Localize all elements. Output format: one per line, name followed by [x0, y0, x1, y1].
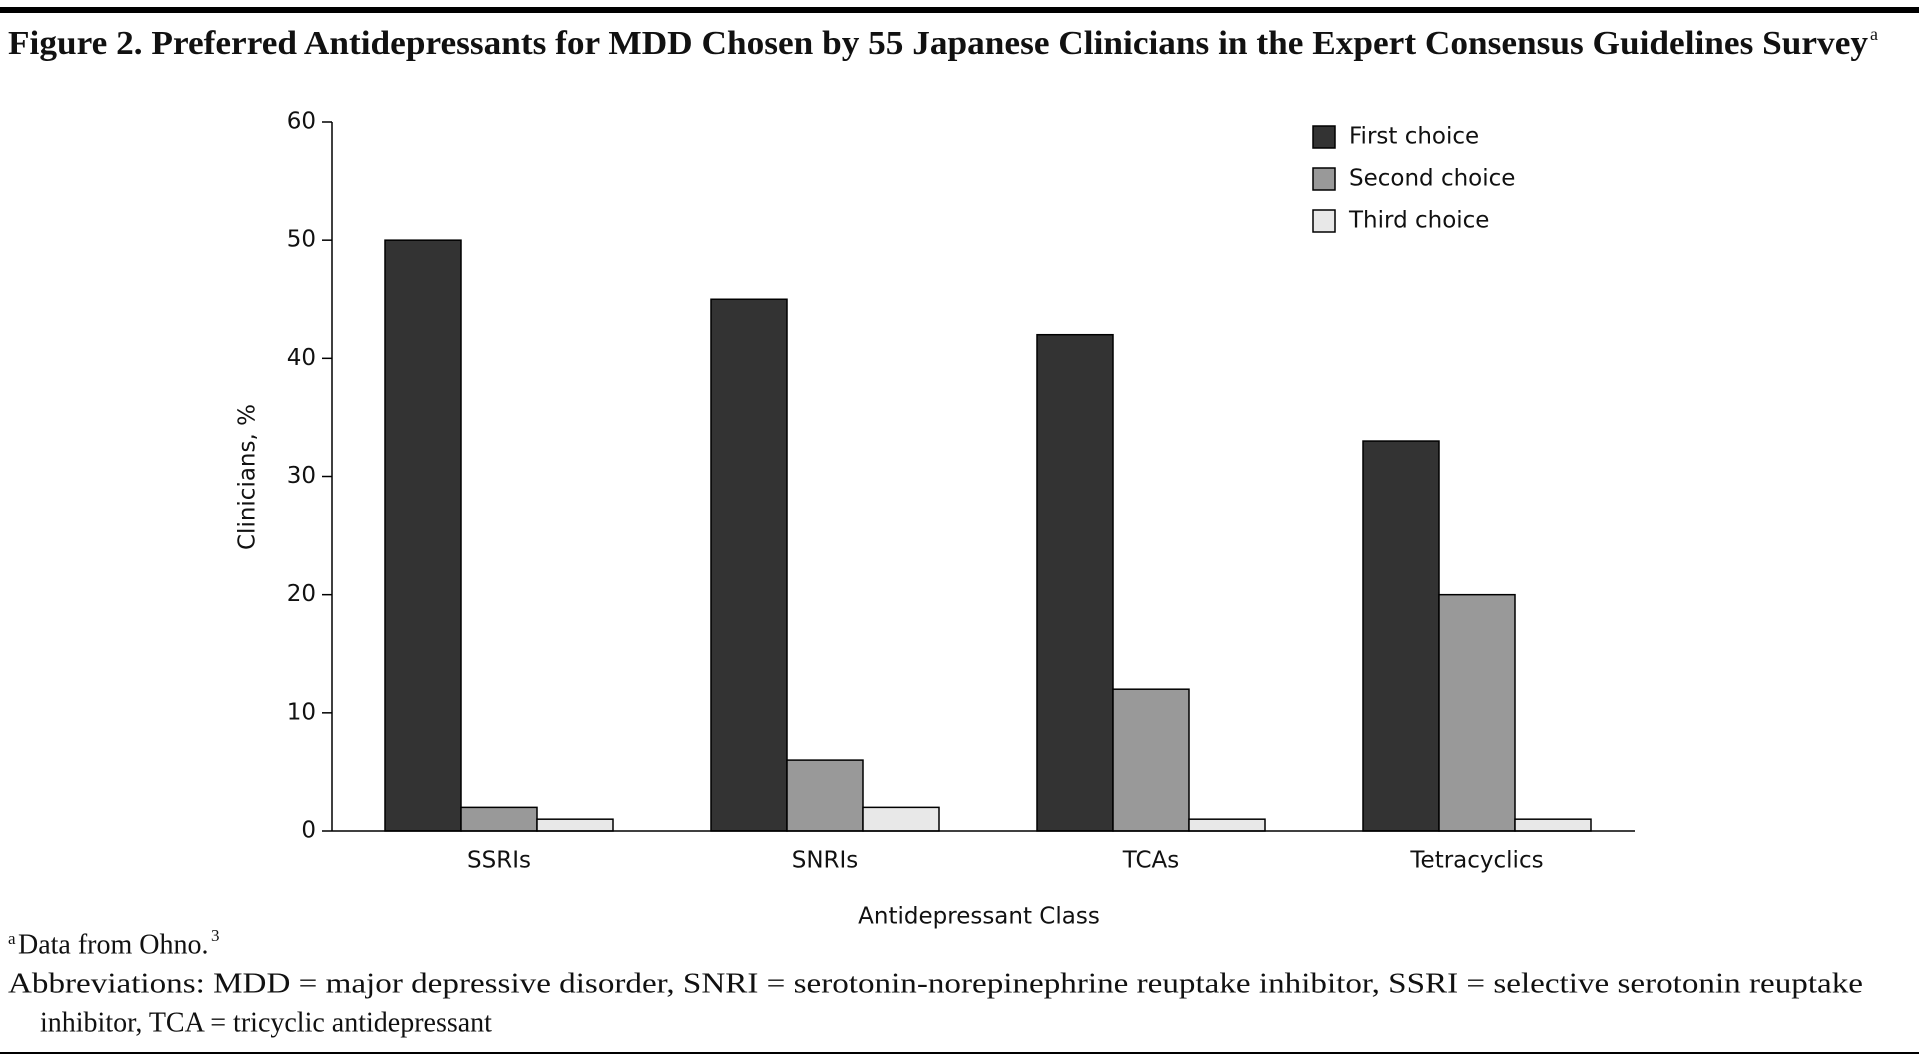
bottom-rule [0, 1052, 1919, 1054]
footnote-text: Data from Ohno. [18, 929, 209, 960]
abbreviations-line: inhibitor, TCA = tricyclic antidepressan… [40, 1007, 492, 1038]
y-tick-label: 0 [301, 818, 316, 844]
x-tick-label: SSRIs [467, 848, 531, 874]
x-tick-label: Tetracyclics [1409, 848, 1543, 874]
bar [862, 806, 940, 832]
x-tick-label: SNRIs [792, 848, 859, 874]
bar [786, 759, 864, 832]
x-axis-label: Antidepressant Class [858, 904, 1100, 930]
legend-swatch [1312, 167, 1336, 191]
bar [1036, 333, 1114, 832]
legend-label: Third choice [1348, 208, 1489, 234]
bar [1188, 818, 1266, 832]
legend-swatch [1312, 209, 1336, 233]
y-tick-label: 20 [287, 581, 316, 607]
y-tick-label: 10 [287, 699, 316, 725]
y-tick-label: 30 [287, 463, 316, 489]
bar [460, 806, 538, 832]
legend-swatch [1312, 125, 1336, 149]
y-axis-label: Clinicians, % [235, 404, 261, 550]
y-tick-label: 60 [287, 109, 316, 135]
legend-label: First choice [1349, 124, 1479, 150]
chart-title: Figure 2. Preferred Antidepressants for … [8, 25, 1868, 62]
bar [1362, 440, 1440, 832]
bar [1438, 593, 1516, 832]
top-rule [0, 7, 1919, 13]
bar [384, 239, 462, 832]
bar [536, 818, 614, 832]
bar [1514, 818, 1592, 832]
footnote-reference: 3 [211, 926, 220, 945]
footnote-superscript: a [8, 929, 16, 948]
abbreviations-line: Abbreviations: MDD = major depressive di… [8, 968, 1863, 999]
y-tick-label: 40 [287, 345, 316, 371]
title-superscript: a [1870, 24, 1878, 44]
x-tick-label: TCAs [1122, 848, 1179, 874]
legend-label: Second choice [1349, 166, 1515, 192]
bar [710, 298, 788, 832]
y-tick-label: 50 [287, 227, 316, 253]
bar [1112, 688, 1190, 832]
